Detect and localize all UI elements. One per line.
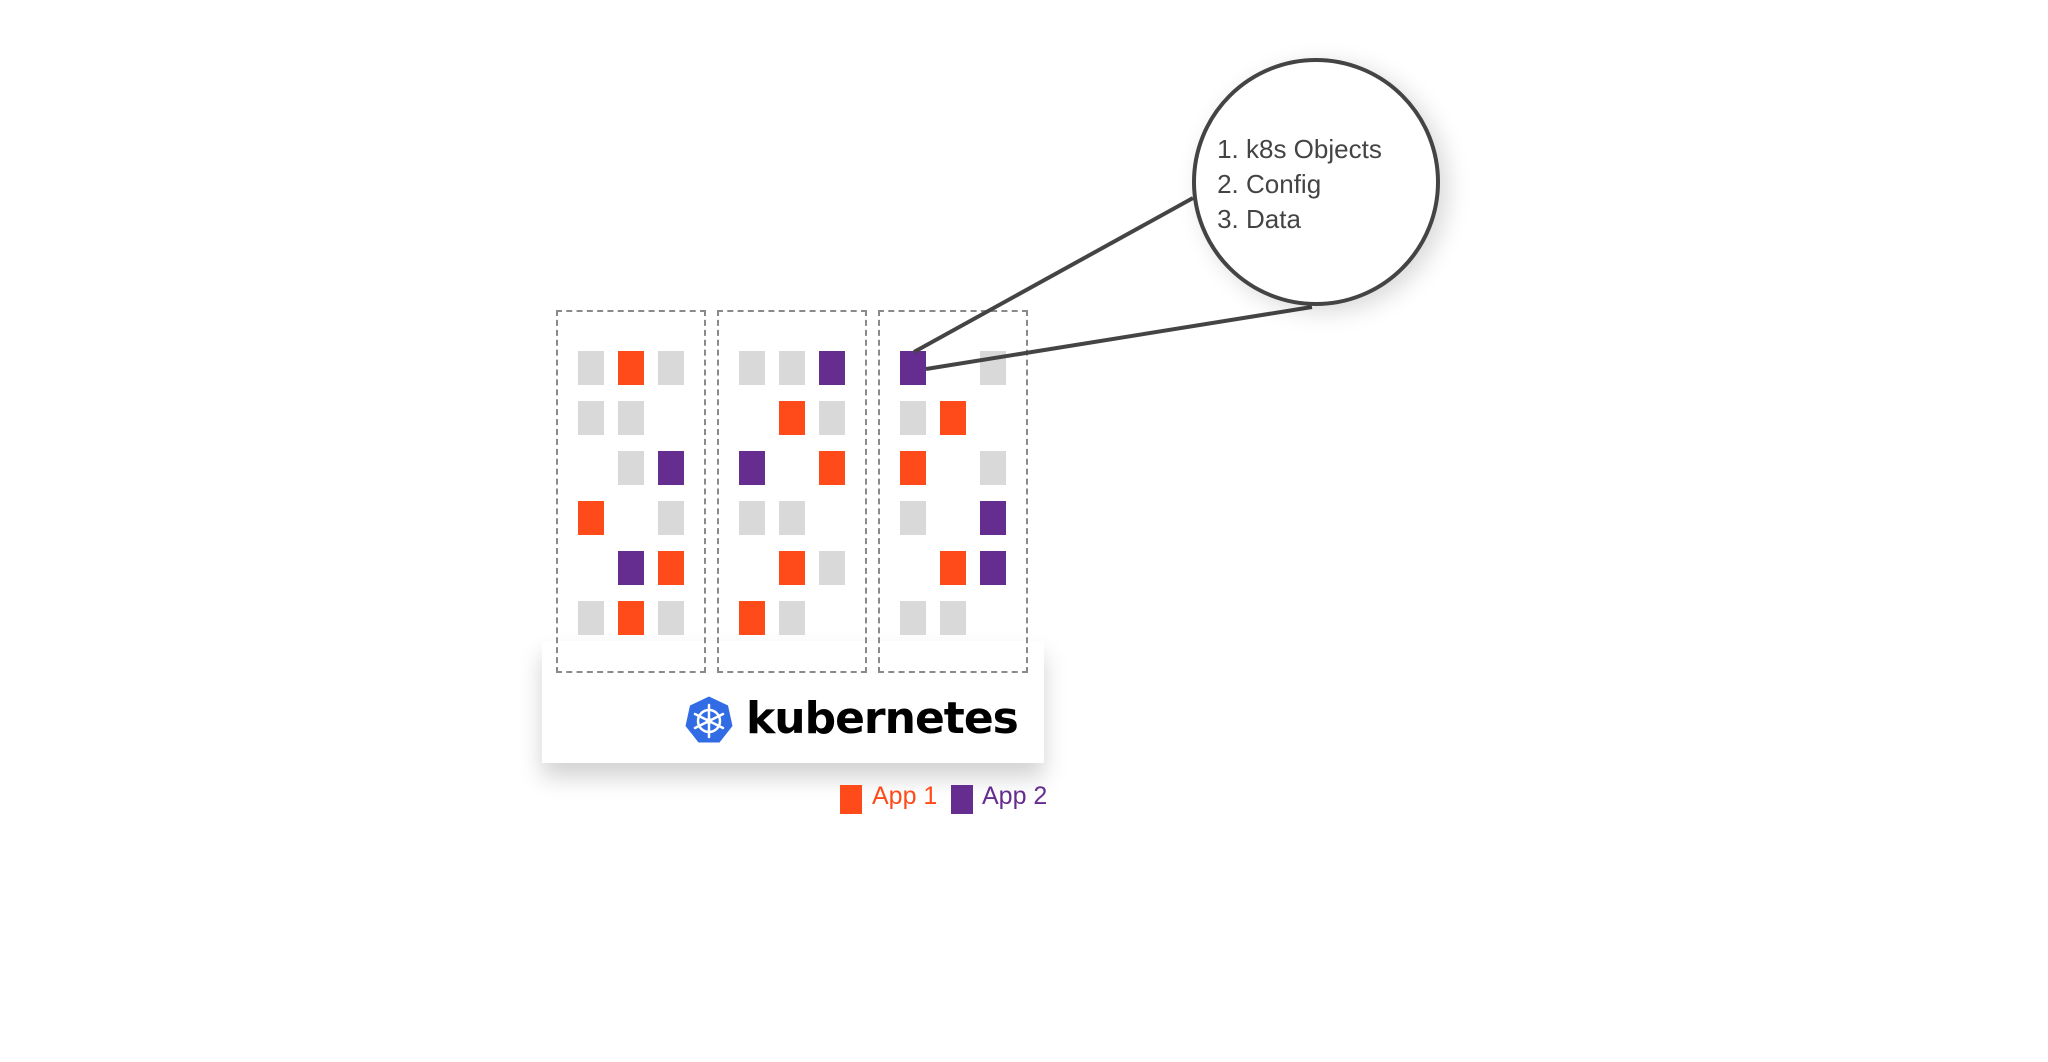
legend-label-app1: App 1 bbox=[872, 782, 938, 810]
pod-idle bbox=[739, 501, 765, 535]
callout-line-bottom bbox=[925, 305, 1313, 371]
cluster-node-1 bbox=[556, 310, 706, 673]
pod-idle bbox=[658, 501, 684, 535]
pod-idle bbox=[658, 601, 684, 635]
pod-app2 bbox=[739, 451, 765, 485]
pod-app2 bbox=[658, 451, 684, 485]
pod-app1 bbox=[940, 551, 966, 585]
callout-bubble: k8s Objects Config Data bbox=[1192, 58, 1440, 306]
kubernetes-platform bbox=[542, 641, 1044, 763]
callout-item: Config bbox=[1246, 167, 1382, 202]
pod-idle bbox=[819, 401, 845, 435]
pod-idle bbox=[900, 401, 926, 435]
callout-item: k8s Objects bbox=[1246, 132, 1382, 167]
pod-app1 bbox=[578, 501, 604, 535]
pod-app2 bbox=[980, 551, 1006, 585]
pod-idle bbox=[779, 501, 805, 535]
pod-app1 bbox=[940, 401, 966, 435]
pod-app2 bbox=[819, 351, 845, 385]
pod-idle bbox=[578, 351, 604, 385]
pod-app1 bbox=[900, 451, 926, 485]
pod-app2 bbox=[980, 501, 1006, 535]
callout-item: Data bbox=[1246, 202, 1382, 237]
pod-app1 bbox=[819, 451, 845, 485]
pod-app1 bbox=[618, 601, 644, 635]
pod-idle bbox=[618, 451, 644, 485]
cluster-node-3 bbox=[878, 310, 1028, 673]
pod-idle bbox=[739, 351, 765, 385]
pod-app2 bbox=[618, 551, 644, 585]
pod-idle bbox=[578, 401, 604, 435]
kubernetes-wordmark: kubernetes bbox=[746, 693, 1019, 744]
legend-swatch-app2 bbox=[951, 785, 973, 814]
pod-idle bbox=[900, 501, 926, 535]
pod-app1 bbox=[779, 401, 805, 435]
pod-idle bbox=[618, 401, 644, 435]
legend-label-app2: App 2 bbox=[982, 782, 1048, 810]
cluster-node-2 bbox=[717, 310, 867, 673]
pod-idle bbox=[900, 601, 926, 635]
pod-idle bbox=[819, 551, 845, 585]
pod-app1 bbox=[618, 351, 644, 385]
pod-idle bbox=[658, 351, 684, 385]
pod-app1 bbox=[779, 551, 805, 585]
pod-idle bbox=[980, 451, 1006, 485]
pod-idle bbox=[940, 601, 966, 635]
legend-swatch-app1 bbox=[840, 785, 862, 814]
pod-idle bbox=[578, 601, 604, 635]
kubernetes-logo-icon bbox=[685, 696, 733, 743]
pod-app1 bbox=[739, 601, 765, 635]
pod-idle bbox=[779, 351, 805, 385]
callout-list: k8s Objects Config Data bbox=[1208, 132, 1382, 237]
callout-line-top bbox=[913, 196, 1194, 354]
pod-app1 bbox=[658, 551, 684, 585]
pod-app2 bbox=[900, 351, 926, 385]
pod-idle bbox=[779, 601, 805, 635]
